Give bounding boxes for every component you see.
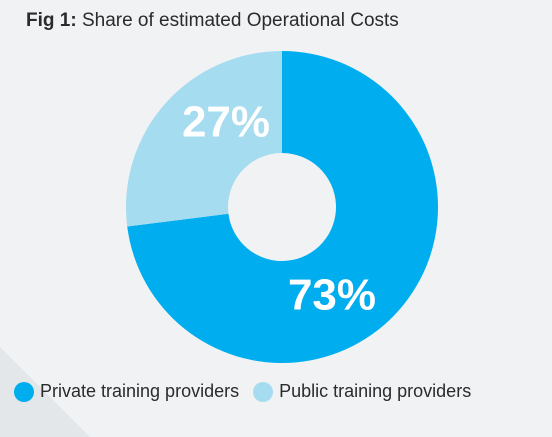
donut-slice-public: [126, 51, 282, 227]
chart-title: Fig 1: Share of estimated Operational Co…: [26, 10, 399, 32]
legend: Private training providers Public traini…: [14, 381, 471, 402]
chart-title-text: Share of estimated Operational Costs: [81, 10, 399, 31]
legend-item-public: Public training providers: [253, 381, 471, 402]
legend-label-private: Private training providers: [40, 381, 240, 401]
slice-label-public: 27%: [182, 98, 270, 147]
donut-slice-private: [127, 51, 439, 363]
legend-item-private: Private training providers: [14, 381, 239, 402]
slice-label-private: 73%: [288, 271, 376, 320]
figure-number: Fig 1:: [26, 10, 77, 31]
legend-label-public: Public training providers: [279, 381, 472, 401]
legend-swatch-private: [14, 381, 34, 402]
legend-swatch-public: [253, 381, 274, 402]
